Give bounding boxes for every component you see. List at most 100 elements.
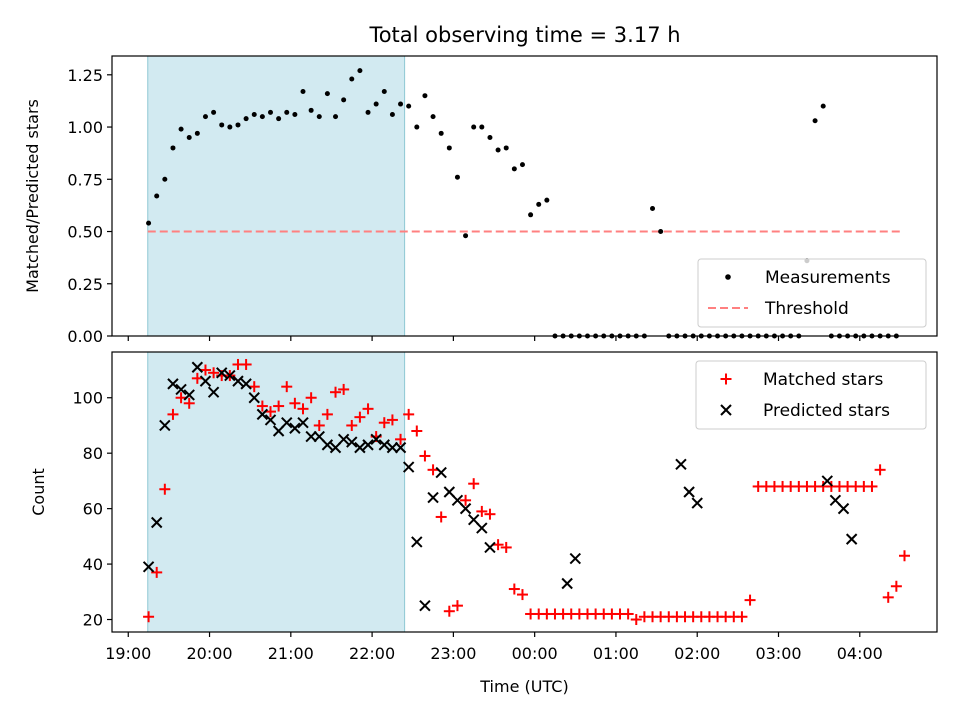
measurement-point <box>259 114 265 120</box>
measurement-point <box>479 124 485 130</box>
legend-measurements-label: Measurements <box>765 268 891 288</box>
measurement-point <box>812 118 818 124</box>
predicted-star-point <box>837 502 850 515</box>
predicted-star-point <box>264 414 277 426</box>
matched-star-point <box>500 541 512 553</box>
bottom-y-axis-label: Count <box>29 468 48 516</box>
legend-matched-label: Matched stars <box>763 370 883 390</box>
top-legend: Measurements Threshold <box>697 258 927 328</box>
measurement-point <box>243 116 249 122</box>
bottom-y-tick-label: 60 <box>83 500 103 519</box>
top-y-tick-label: 1.25 <box>67 66 103 85</box>
bottom-y-tick-label: 100 <box>72 389 103 408</box>
predicted-star-point <box>297 416 309 429</box>
measurement-point <box>528 212 534 218</box>
measurement-point <box>292 112 298 118</box>
legend-matched-symbol <box>720 373 732 385</box>
matched-star-point <box>273 400 285 412</box>
matched-star-point <box>435 511 447 523</box>
measurement-point <box>186 134 192 140</box>
measurement-point <box>536 201 542 207</box>
measurement-point <box>284 109 290 115</box>
measurement-point <box>471 124 477 130</box>
matched-star-point <box>151 566 163 578</box>
matched-star-point <box>451 600 463 612</box>
predicted-star-point <box>232 375 244 387</box>
matched-star-point <box>248 381 260 393</box>
predicted-star-point <box>167 378 179 390</box>
top-y-ticks: 0.00 0.25 0.50 0.75 1.00 1.25 <box>67 66 112 346</box>
bottom-x-axis-label: Time (UTC) <box>479 677 568 696</box>
measurement-point <box>463 233 469 239</box>
matched-star-point <box>289 397 301 409</box>
measurement-point <box>422 93 428 99</box>
matched-star-point <box>736 611 748 623</box>
matched-star-point <box>378 417 390 429</box>
predicted-star-point <box>346 436 358 448</box>
predicted-star-point <box>845 533 858 545</box>
matched-star-point <box>330 386 342 398</box>
bottom-x-tick-label: 22:00 <box>349 644 395 663</box>
measurement-point <box>398 101 404 107</box>
measurement-point <box>219 122 225 128</box>
matched-star-point <box>346 419 358 431</box>
predicted-star-point <box>289 422 301 434</box>
predicted-star-point <box>394 441 407 454</box>
measurement-point <box>389 112 395 118</box>
predicted-star-point <box>256 408 269 421</box>
predicted-star-point <box>386 441 399 454</box>
bottom-y-tick-label: 80 <box>83 444 103 463</box>
measurement-point <box>162 176 168 182</box>
matched-star-point <box>443 605 455 617</box>
bottom-x-tick-label: 02:00 <box>674 644 720 663</box>
matched-star-point <box>256 400 268 412</box>
measurement-point <box>170 145 176 151</box>
matched-star-point <box>468 478 480 490</box>
predicted-star-point <box>370 433 382 446</box>
matched-star-point <box>183 397 195 409</box>
bottom-x-tick-label: 19:00 <box>105 644 151 663</box>
matched-star-point <box>354 411 366 423</box>
matched-star-point <box>484 508 496 520</box>
measurement-point <box>430 114 436 120</box>
matched-star-point <box>744 594 756 606</box>
matched-star-point <box>476 505 488 517</box>
bottom-chart-panel: 20 40 60 80 100 19:00 20:00 21:00 22:00 23:00 00:… <box>29 351 938 696</box>
matched-star-point <box>395 433 407 445</box>
matched-star-point <box>874 464 886 476</box>
measurement-point <box>503 145 509 151</box>
matched-star-point <box>313 419 325 431</box>
measurement-point <box>211 109 217 115</box>
predicted-star-point <box>476 522 488 534</box>
legend-matched-marker <box>720 373 732 385</box>
predicted-star-point <box>362 439 374 451</box>
bottom-x-tick-label: 23:00 <box>430 644 476 663</box>
measurement-point <box>454 174 460 180</box>
matched-star-point <box>191 372 203 384</box>
predicted-star-point <box>305 430 317 443</box>
measurement-point <box>414 124 420 130</box>
matched-stars-points <box>143 358 910 626</box>
predicted-star-point <box>561 577 573 590</box>
predicted-star-point <box>675 458 687 470</box>
measurement-point <box>146 220 152 226</box>
predicted-star-point <box>435 466 447 479</box>
measurement-point <box>438 130 444 136</box>
predicted-star-point <box>150 516 163 529</box>
matched-star-point <box>175 392 187 404</box>
legend-measurements-marker <box>725 274 731 280</box>
measurement-point <box>495 147 501 153</box>
measurement-point <box>365 109 371 115</box>
measurement-point <box>357 68 363 74</box>
measurement-point <box>276 116 282 122</box>
measurement-point <box>308 107 314 113</box>
predicted-star-point <box>459 502 472 515</box>
matched-star-point <box>890 580 902 592</box>
measurement-point <box>650 206 656 212</box>
predicted-star-point <box>175 383 187 396</box>
predicted-star-point <box>821 475 833 487</box>
predicted-star-point <box>378 439 390 451</box>
measurement-point <box>349 76 355 82</box>
measurement-point <box>487 134 493 140</box>
